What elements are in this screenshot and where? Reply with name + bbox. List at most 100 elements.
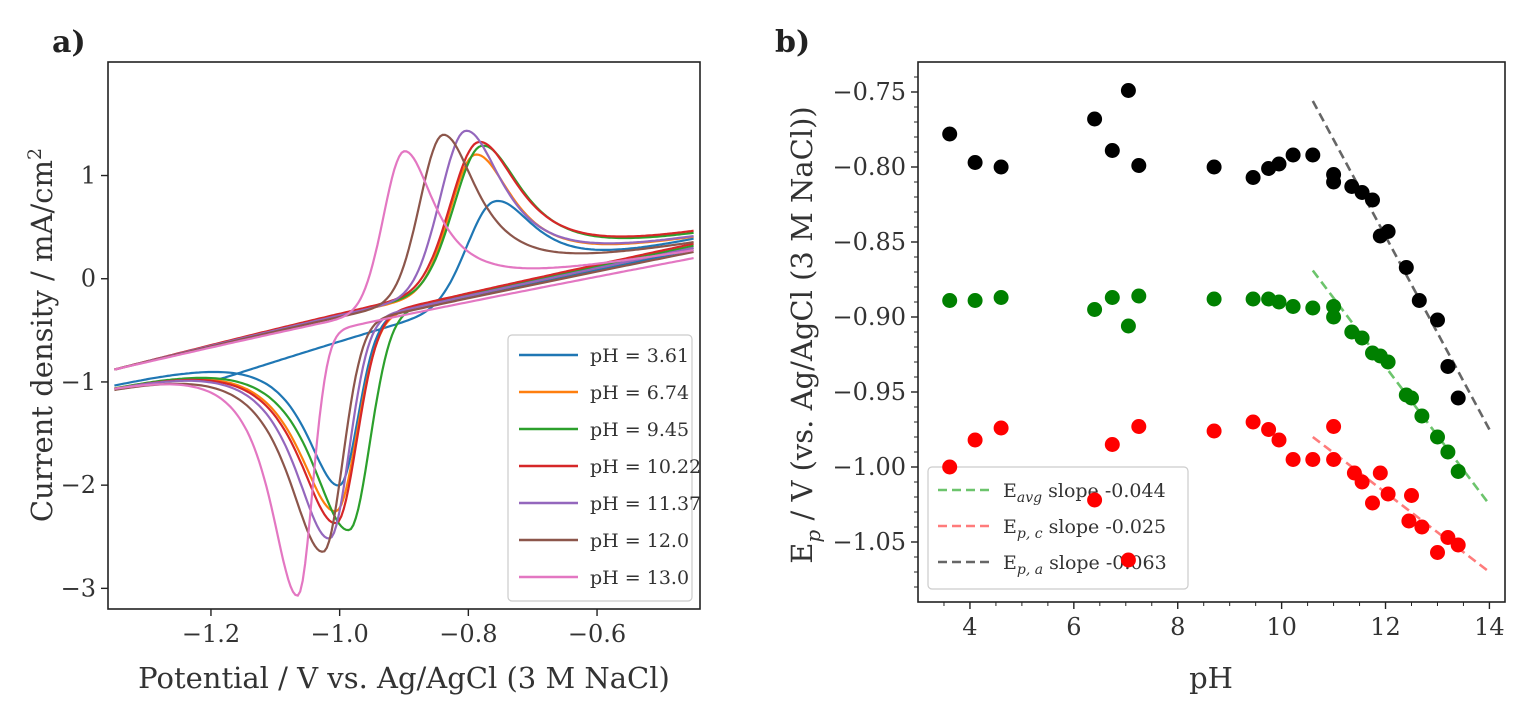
data-point xyxy=(1326,419,1342,434)
data-point xyxy=(1365,495,1380,511)
legend-label: pH = 9.45 xyxy=(590,419,689,441)
data-point xyxy=(1401,513,1417,529)
panel-b-peak-potential-vs-ph: b) Eavg slope -0.044 Ep, c slope -0.025 Ep… xyxy=(775,25,1506,695)
data-point xyxy=(1120,318,1136,334)
data-point xyxy=(1087,111,1103,127)
data-point xyxy=(967,155,983,170)
data-point xyxy=(1380,224,1396,239)
y-tick-label: −0.75 xyxy=(832,78,906,106)
y-tick-label: 0 xyxy=(81,265,96,293)
panel-a-x-axis-title: Potential / V vs. Ag/AgCl (3 M NaCl) xyxy=(138,661,670,695)
data-point xyxy=(1411,293,1427,308)
panel-a-frame xyxy=(107,61,701,610)
data-point xyxy=(1271,156,1287,172)
panel-a-label: a) xyxy=(52,25,86,60)
panel-b-y-ticks: −0.75 −0.80 −0.85 −0.90 −0.95 −1.00 −1.05 xyxy=(832,76,918,588)
data-point xyxy=(1365,192,1380,208)
data-point xyxy=(1245,291,1261,307)
y-tick-label: −1.05 xyxy=(832,528,906,556)
data-point xyxy=(1131,419,1147,434)
data-point xyxy=(942,459,958,475)
panel-b-x-ticks: 4 6 8 10 12 14 xyxy=(943,602,1505,641)
data-point xyxy=(1450,390,1466,406)
legend-label: Ep, c slope -0.025 xyxy=(1003,516,1166,542)
data-point xyxy=(1354,474,1370,490)
data-point xyxy=(1104,143,1120,158)
y-tick-label: −0.85 xyxy=(832,228,906,256)
data-point xyxy=(1131,158,1147,173)
legend-label: pH = 11.37 xyxy=(590,493,701,515)
data-point xyxy=(1414,519,1430,535)
data-point xyxy=(1380,354,1396,370)
y-tick-label: −0.90 xyxy=(832,303,906,331)
data-point xyxy=(1245,170,1261,185)
x-tick-label: 14 xyxy=(1474,613,1505,641)
y-tick-label: −1 xyxy=(61,368,96,396)
data-point xyxy=(1440,359,1456,374)
data-point xyxy=(1305,452,1321,467)
data-point xyxy=(1404,390,1419,406)
x-tick-label: 10 xyxy=(1266,613,1297,641)
data-point xyxy=(1404,488,1419,503)
data-point xyxy=(1131,288,1147,304)
y-tick-label: −2 xyxy=(61,471,96,499)
data-point xyxy=(993,420,1009,436)
data-point xyxy=(1398,260,1414,275)
x-tick-label: −0.6 xyxy=(568,620,626,648)
data-point xyxy=(1261,422,1277,437)
x-tick-label: −1.2 xyxy=(182,620,240,648)
data-point xyxy=(1430,429,1445,445)
panel-a-x-ticks: −1.2 −1.0 −0.8 −0.6 xyxy=(182,609,626,648)
y-tick-label: −3 xyxy=(61,574,96,602)
data-point xyxy=(1271,294,1287,310)
data-point xyxy=(1104,290,1120,305)
data-point xyxy=(1305,147,1321,163)
data-point xyxy=(1120,552,1136,568)
legend-label: pH = 10.22 xyxy=(590,456,701,478)
data-point xyxy=(993,290,1009,305)
y-tick-label: −0.95 xyxy=(832,378,906,406)
panel-a-y-axis-title: Current density / mA/cm2 xyxy=(24,148,59,522)
data-point xyxy=(1326,452,1342,467)
data-point xyxy=(1440,530,1456,545)
data-point xyxy=(1326,299,1342,314)
data-point xyxy=(1430,312,1445,328)
data-point xyxy=(1087,302,1103,317)
data-point xyxy=(1414,408,1430,424)
data-point xyxy=(1372,465,1388,481)
y-tick-label: −0.80 xyxy=(832,153,906,181)
panel-b-legend: Eavg slope -0.044 Ep, c slope -0.025 Ep, a… xyxy=(927,466,1189,590)
data-point xyxy=(1380,486,1396,502)
x-tick-label: −0.8 xyxy=(439,620,497,648)
data-point xyxy=(1087,492,1103,508)
panel-a-y-axis-title-superscript: 2 xyxy=(24,148,46,160)
data-point xyxy=(1285,299,1301,314)
panel-b-y-axis-title-subscript: p xyxy=(801,530,825,543)
data-point xyxy=(942,293,958,308)
panel-b-y-axis-title: Ep / V (vs. Ag/AgCl (3 M NaCl)) xyxy=(785,106,825,564)
data-point xyxy=(942,126,958,142)
data-point xyxy=(1326,174,1342,190)
data-point xyxy=(1430,545,1445,560)
data-point xyxy=(1354,330,1370,346)
panel-a-legend: pH = 3.61 pH = 6.74 pH = 9.45 pH = 10.22 pH … xyxy=(507,334,701,602)
data-point xyxy=(1440,444,1456,460)
data-point xyxy=(1245,414,1261,430)
data-point xyxy=(1354,185,1370,200)
data-point xyxy=(967,293,983,308)
x-tick-label: 6 xyxy=(1066,613,1081,641)
cv-curves xyxy=(114,129,694,597)
panel-a-cyclic-voltammogram: a) −1.2 −1.0 −0.8 −0.6 1 0 −1 −2 −3 Potential /… xyxy=(24,25,701,695)
x-tick-label: −1.0 xyxy=(311,620,369,648)
data-point xyxy=(1285,147,1301,163)
y-tick-label: 1 xyxy=(81,162,96,190)
data-point xyxy=(993,159,1009,175)
data-point xyxy=(1450,464,1466,479)
x-tick-label: 8 xyxy=(1170,613,1185,641)
data-point xyxy=(1104,437,1120,452)
data-point xyxy=(967,432,983,448)
cv-curve xyxy=(114,150,694,597)
y-tick-label: −1.00 xyxy=(832,453,906,481)
legend-label: pH = 6.74 xyxy=(590,382,689,404)
panel-b-x-axis-title: pH xyxy=(1189,661,1233,695)
